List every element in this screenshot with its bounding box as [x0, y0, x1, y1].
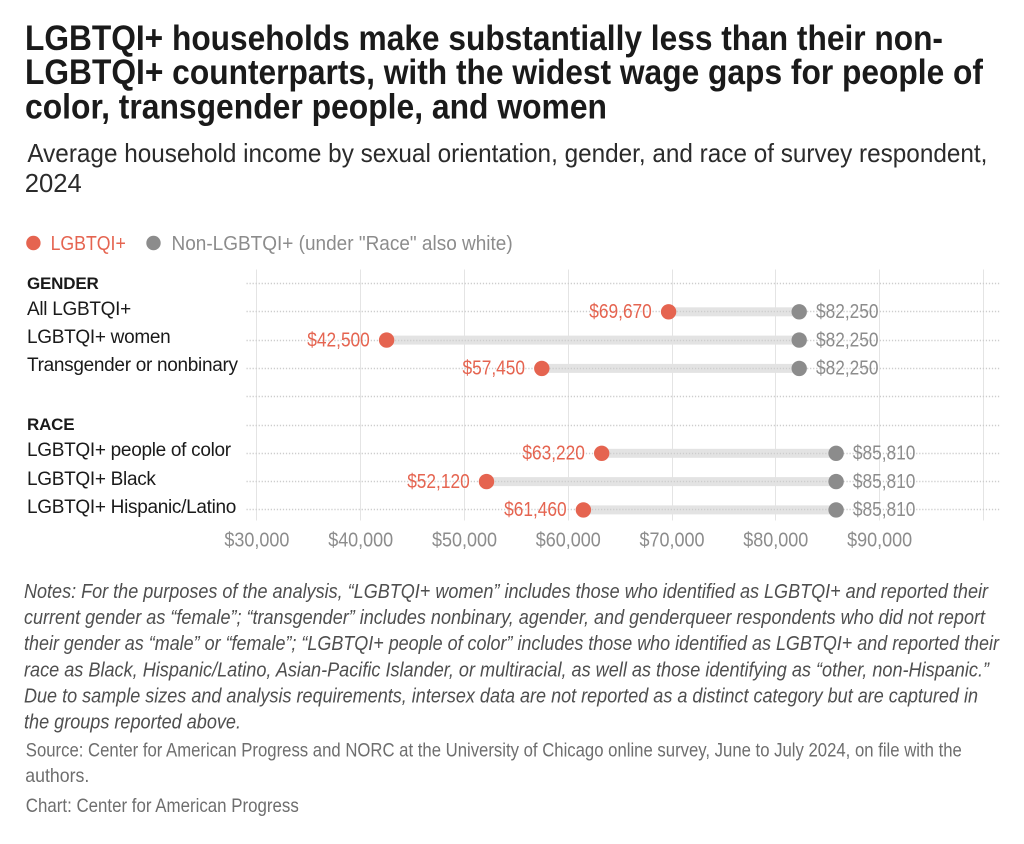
svg-text:their gender as “male” or “fem: their gender as “male” or “female”; “LGB… [24, 632, 1000, 655]
svg-text:Due to sample sizes and analys: Due to sample sizes and analysis require… [24, 684, 978, 707]
svg-text:race as Black, Hispanic/Latino: race as Black, Hispanic/Latino, Asian-Pa… [24, 658, 990, 681]
svg-text:Notes: For the purposes of the: Notes: For the purposes of the analysis,… [24, 580, 989, 603]
svg-text:$69,670: $69,670 [589, 301, 652, 323]
svg-text:$82,250: $82,250 [816, 301, 879, 323]
svg-text:Non-LGBTQI+ (under "Race" also: Non-LGBTQI+ (under "Race" also white) [172, 233, 513, 255]
svg-text:LGBTQI+: LGBTQI+ [51, 233, 126, 255]
svg-text:LGBTQI+ households make substa: LGBTQI+ households make substantially le… [25, 19, 943, 58]
svg-text:LGBTQI+ counterparts, with the: LGBTQI+ counterparts, with the widest wa… [25, 53, 983, 92]
svg-text:$50,000: $50,000 [432, 530, 497, 552]
svg-text:$82,250: $82,250 [816, 358, 879, 380]
svg-text:$61,460: $61,460 [504, 499, 567, 521]
svg-text:$42,500: $42,500 [307, 329, 370, 351]
svg-text:$63,220: $63,220 [522, 443, 585, 465]
svg-text:Chart: Center for American Pro: Chart: Center for American Progress [26, 795, 299, 817]
svg-text:the groups reported above.: the groups reported above. [24, 710, 241, 733]
svg-text:$30,000: $30,000 [224, 530, 289, 552]
svg-text:$60,000: $60,000 [536, 530, 601, 552]
svg-text:$85,810: $85,810 [853, 471, 916, 493]
svg-text:Source: Center for American Pr: Source: Center for American Progress and… [26, 740, 962, 762]
svg-text:authors.: authors. [25, 765, 89, 787]
svg-text:$80,000: $80,000 [743, 530, 808, 552]
svg-text:$90,000: $90,000 [847, 530, 912, 552]
svg-text:$52,120: $52,120 [407, 471, 470, 493]
svg-text:current gender as “female”; “t: current gender as “female”; “transgender… [24, 606, 986, 629]
svg-text:$82,250: $82,250 [816, 329, 879, 351]
svg-text:$85,810: $85,810 [853, 443, 916, 465]
svg-text:$70,000: $70,000 [640, 530, 705, 552]
svg-text:$85,810: $85,810 [853, 499, 916, 521]
svg-text:color, transgender people, and: color, transgender people, and women [25, 87, 607, 126]
svg-text:$40,000: $40,000 [328, 530, 393, 552]
svg-text:Average household income by se: Average household income by sexual orien… [27, 138, 987, 168]
svg-text:$57,450: $57,450 [463, 358, 526, 380]
svg-text:2024: 2024 [25, 168, 82, 198]
